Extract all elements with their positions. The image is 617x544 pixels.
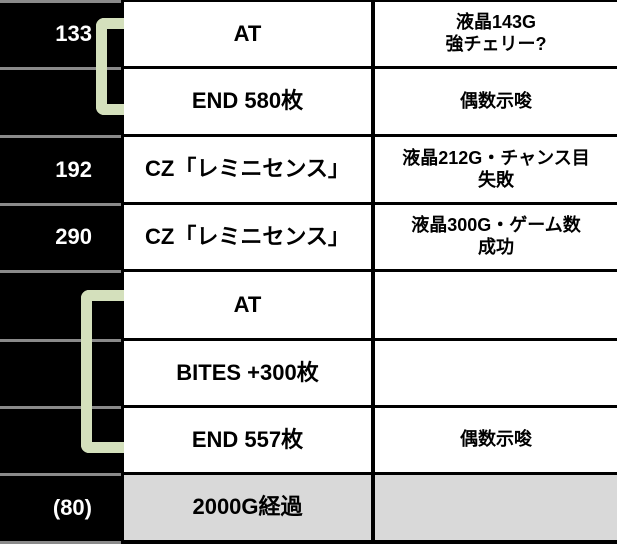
note-cell [375, 341, 617, 405]
game-count: 192 [55, 156, 92, 182]
note-cell: 液晶300G・ゲーム数 成功 [375, 205, 617, 269]
row-separator [0, 339, 121, 342]
event-cell: CZ「レミニセンス」 [124, 205, 371, 269]
row-separator [0, 67, 121, 70]
row-separator [0, 406, 121, 409]
event-cell: BITES +300枚 [124, 341, 371, 405]
game-count: 290 [55, 224, 92, 249]
row-separator [0, 0, 121, 3]
at-bracket-1 [96, 18, 124, 115]
event-cell: END 557枚 [124, 408, 371, 472]
event-cell: CZ「レミニセンス」 [124, 137, 371, 202]
note-cell [375, 475, 617, 540]
row-separator [0, 541, 121, 544]
row-separator [0, 270, 121, 273]
event-cell: 2000G経過 [124, 475, 371, 540]
note-cell: 偶数示唆 [375, 69, 617, 134]
at-bracket-2 [81, 290, 124, 453]
game-count [0, 69, 92, 134]
note-cell: 液晶212G・チャンス目 失敗 [375, 137, 617, 202]
event-cell: END 580枚 [124, 69, 371, 134]
game-count: (80) [52, 494, 92, 520]
note-cell [375, 272, 617, 338]
game-count [0, 408, 92, 472]
row-separator [0, 203, 121, 206]
note-cell: 液晶143G 強チェリー? [375, 2, 617, 66]
game-count: 133 [55, 21, 92, 46]
row-separator [0, 473, 121, 476]
game-count [0, 272, 92, 338]
game-count [0, 341, 92, 405]
event-cell: AT [124, 2, 371, 66]
row-separator [0, 135, 121, 138]
event-cell: AT [124, 272, 371, 338]
note-cell: 偶数示唆 [375, 408, 617, 472]
